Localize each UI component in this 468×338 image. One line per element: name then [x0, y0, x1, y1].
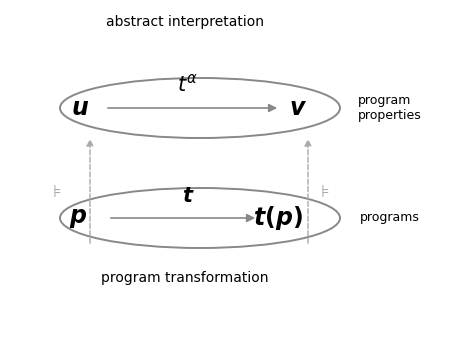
Text: $\boldsymbol{p}$: $\boldsymbol{p}$: [69, 206, 87, 230]
Text: $\boldsymbol{t^{\alpha}}$: $\boldsymbol{t^{\alpha}}$: [177, 73, 198, 95]
Text: program
properties: program properties: [358, 94, 422, 122]
Text: $\models$: $\models$: [317, 183, 329, 201]
Text: $\boldsymbol{t(p)}$: $\boldsymbol{t(p)}$: [253, 204, 303, 232]
Text: abstract interpretation: abstract interpretation: [106, 15, 264, 29]
Text: $\boldsymbol{u}$: $\boldsymbol{u}$: [71, 96, 89, 120]
Text: $\boldsymbol{t}$: $\boldsymbol{t}$: [182, 186, 194, 206]
Text: $\boldsymbol{v}$: $\boldsymbol{v}$: [289, 96, 307, 120]
Text: program transformation: program transformation: [101, 271, 269, 285]
Text: $\models$: $\models$: [49, 183, 61, 201]
Text: programs: programs: [360, 212, 420, 224]
